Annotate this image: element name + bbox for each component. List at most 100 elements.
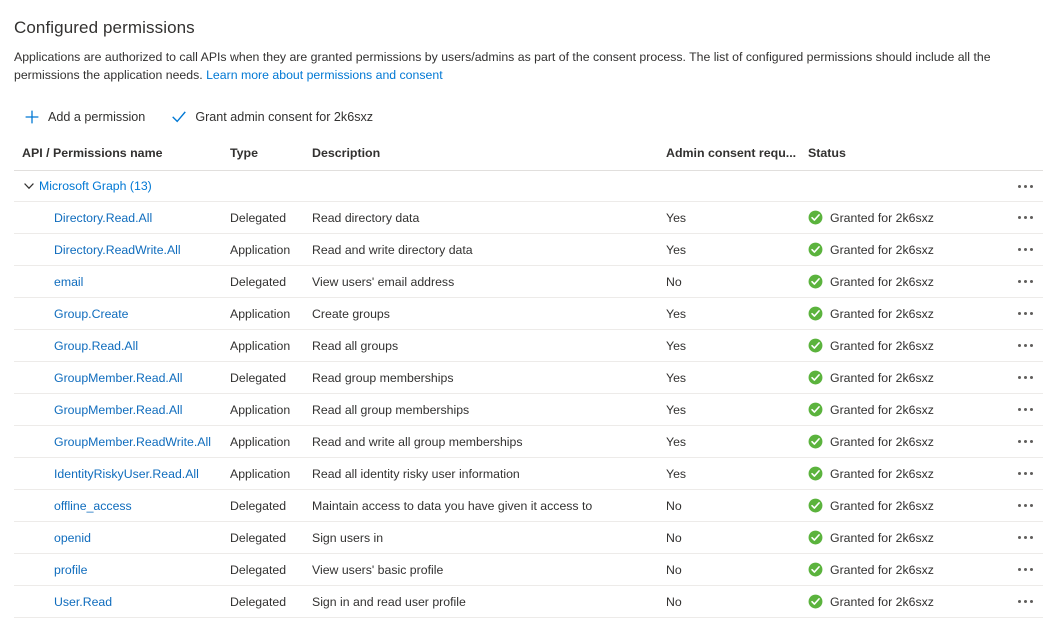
status-cell: Granted for 2k6sxz [808,457,988,490]
permission-name-cell: Directory.Read.All [14,201,230,234]
column-header-admin-consent[interactable]: Admin consent requ... [666,146,808,171]
permission-type-cell: Application [230,457,312,490]
ellipsis-icon[interactable] [988,298,1043,329]
permission-link[interactable]: profile [54,562,88,577]
status-cell: Granted for 2k6sxz [808,393,988,426]
permission-link[interactable]: openid [54,530,91,545]
permissions-table: API / Permissions name Type Description … [14,146,1043,618]
check-circle-icon [808,562,823,577]
ellipsis-icon[interactable] [988,171,1043,201]
learn-more-link[interactable]: Learn more about permissions and consent [206,68,443,82]
table-row[interactable]: profile Delegated View users' basic profil… [14,553,1043,586]
group-link-microsoft-graph[interactable]: Microsoft Graph (13) [39,179,152,193]
admin-consent-cell: No [666,585,808,618]
status-badge: Granted for 2k6sxz [830,306,934,321]
table-row[interactable]: Group.Read.All Application Read all groups… [14,329,1043,362]
ellipsis-icon[interactable] [988,490,1043,521]
add-permission-button[interactable]: Add a permission [22,107,147,127]
ellipsis-icon[interactable] [988,586,1043,617]
permission-type-cell: Application [230,297,312,330]
permission-link[interactable]: IdentityRiskyUser.Read.All [54,466,199,481]
table-row[interactable]: offline_access Delegated Maintain access t… [14,489,1043,522]
permission-link[interactable]: GroupMember.Read.All [54,370,183,385]
permission-type-cell: Delegated [230,361,312,394]
permission-type-cell: Delegated [230,553,312,586]
status-badge: Granted for 2k6sxz [830,434,934,449]
permission-description-cell: Read directory data [312,201,666,234]
permission-link[interactable]: Group.Read.All [54,338,139,353]
table-group-row[interactable]: Microsoft Graph (13) [14,170,1043,202]
admin-consent-cell: No [666,265,808,298]
table-row[interactable]: GroupMember.Read.All Application Read all … [14,393,1043,426]
permission-link[interactable]: Directory.ReadWrite.All [54,242,181,257]
permission-name-cell: profile [14,553,230,586]
table-row[interactable]: GroupMember.ReadWrite.All Application Read… [14,425,1043,458]
row-menu-cell [988,265,1043,298]
permission-link[interactable]: GroupMember.Read.All [54,402,183,417]
table-row[interactable]: User.Read Delegated Sign in and read user … [14,585,1043,618]
admin-consent-cell: Yes [666,393,808,426]
ellipsis-icon[interactable] [988,362,1043,393]
ellipsis-icon[interactable] [988,266,1043,297]
check-circle-icon [808,210,823,225]
grant-admin-consent-button[interactable]: Grant admin consent for 2k6sxz [169,107,375,127]
admin-consent-cell: Yes [666,233,808,266]
status-cell: Granted for 2k6sxz [808,585,988,618]
table-row[interactable]: GroupMember.Read.All Delegated Read group … [14,361,1043,394]
status-cell: Granted for 2k6sxz [808,521,988,554]
column-header-type[interactable]: Type [230,146,312,171]
row-menu-cell [988,201,1043,234]
table-row[interactable]: Directory.Read.All Delegated Read director… [14,201,1043,234]
permission-description-cell: Read all groups [312,329,666,362]
status-cell: Granted for 2k6sxz [808,201,988,234]
permission-name-cell: GroupMember.Read.All [14,361,230,394]
plus-icon [24,109,40,125]
permission-type-cell: Application [230,233,312,266]
table-row[interactable]: Directory.ReadWrite.All Application Read a… [14,233,1043,266]
admin-consent-cell: Yes [666,425,808,458]
permission-description-cell: Read all group memberships [312,393,666,426]
status-badge: Granted for 2k6sxz [830,338,934,353]
permission-link[interactable]: User.Read [54,594,113,609]
table-row[interactable]: Group.Create Application Create groups Yes G… [14,297,1043,330]
chevron-down-icon[interactable] [22,179,36,193]
column-header-status[interactable]: Status [808,146,988,171]
ellipsis-icon[interactable] [988,394,1043,425]
row-menu-cell [988,425,1043,458]
row-menu-cell [988,489,1043,522]
permission-name-cell: User.Read [14,585,230,618]
admin-consent-cell: Yes [666,201,808,234]
permission-description-cell: Create groups [312,297,666,330]
table-body: Microsoft Graph (13) Directory.Read.All D… [14,170,1043,618]
table-row[interactable]: email Delegated View users' email address N… [14,265,1043,298]
table-row[interactable]: IdentityRiskyUser.Read.All Application Rea… [14,457,1043,490]
status-cell: Granted for 2k6sxz [808,329,988,362]
permission-name-cell: offline_access [14,489,230,522]
permission-link[interactable]: offline_access [54,498,132,513]
permission-link[interactable]: email [54,274,84,289]
permission-name-cell: Group.Create [14,297,230,330]
permission-name-cell: IdentityRiskyUser.Read.All [14,457,230,490]
ellipsis-icon[interactable] [988,202,1043,233]
column-header-name[interactable]: API / Permissions name [14,146,230,171]
table-row[interactable]: openid Delegated Sign users in No Granted fo… [14,521,1043,554]
permission-link[interactable]: Directory.Read.All [54,210,153,225]
ellipsis-icon[interactable] [988,522,1043,553]
ellipsis-icon[interactable] [988,234,1043,265]
permission-type-cell: Delegated [230,489,312,522]
ellipsis-icon[interactable] [988,458,1043,489]
status-badge: Granted for 2k6sxz [830,274,934,289]
permission-link[interactable]: GroupMember.ReadWrite.All [54,434,211,449]
status-badge: Granted for 2k6sxz [830,466,934,481]
status-badge: Granted for 2k6sxz [830,594,934,609]
status-cell: Granted for 2k6sxz [808,489,988,522]
permission-link[interactable]: Group.Create [54,306,129,321]
admin-consent-cell: Yes [666,457,808,490]
ellipsis-icon[interactable] [988,426,1043,457]
admin-consent-cell: Yes [666,361,808,394]
command-bar: Add a permission Grant admin consent for… [14,104,1043,130]
row-menu-cell [988,233,1043,266]
ellipsis-icon[interactable] [988,554,1043,585]
ellipsis-icon[interactable] [988,330,1043,361]
column-header-description[interactable]: Description [312,146,666,171]
